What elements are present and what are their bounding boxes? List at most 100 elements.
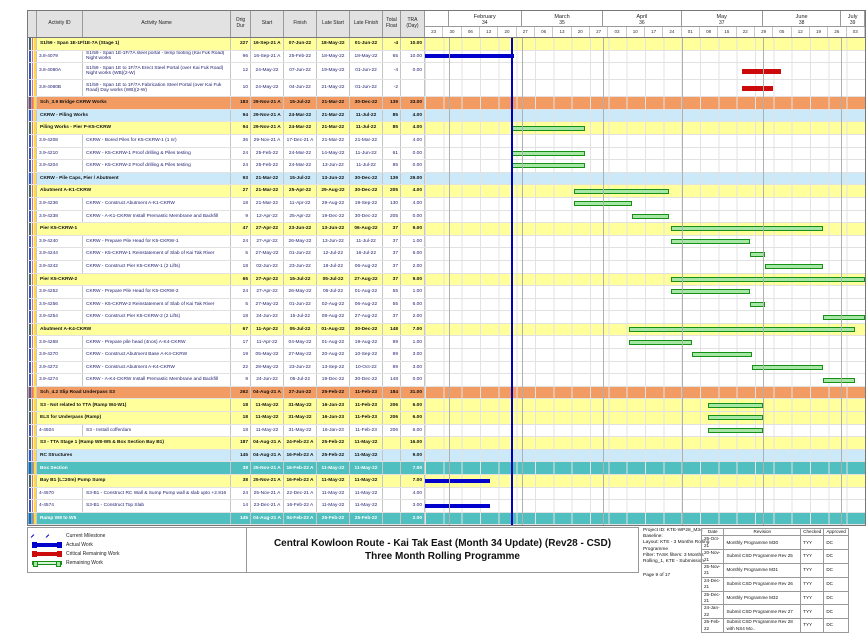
- revision-cell: 25-Dec-21: [700, 590, 725, 606]
- row-timeline: [425, 323, 865, 336]
- band-strip: [29, 475, 31, 487]
- cell-tf: 37: [383, 248, 401, 260]
- gantt-bar-remaining: [671, 289, 750, 295]
- cell-st: 29-Nov-21 A: [251, 109, 284, 122]
- row-timeline: [425, 374, 865, 386]
- cell-tra: 7.00: [401, 323, 425, 336]
- project-info: Project ID: KTE-WP28_M34 Baseline: Layout:…: [643, 528, 719, 579]
- row-timeline: [425, 147, 865, 160]
- cell-fn: 04-May-22: [284, 336, 317, 349]
- band-strip: [29, 109, 31, 122]
- band-strip: [31, 475, 34, 487]
- cell-st: 16-Sep-21 A: [251, 38, 284, 50]
- cell-ls: 11-May-22: [317, 475, 350, 487]
- cell-id: 3.9-4236: [37, 197, 83, 210]
- cell-tf: [383, 462, 401, 474]
- cell-st: 16-Sep-21 A: [251, 50, 284, 63]
- cell-tra: 4.00: [401, 109, 425, 122]
- cell-ls: 05-Jul-22: [317, 273, 350, 286]
- table-row: 3.9-4252 CKRW - Prepare Pile Head for K5-…: [28, 286, 865, 299]
- revision-cell: 20-Nov-21: [700, 549, 725, 565]
- cell-tra: 10.00: [401, 38, 425, 50]
- band-strip: [29, 298, 31, 311]
- cell-fn: 27-May-22: [284, 349, 317, 361]
- cell-ls: 01-Aug-22: [317, 323, 350, 336]
- band-strip: [34, 298, 36, 311]
- month-header: February 34: [449, 11, 522, 27]
- month-name: May: [716, 14, 727, 21]
- revision-row: 25-Oct-21 Monthly Programme M30 TYY DC: [700, 535, 849, 551]
- cell-st: 29-Nov-21 A: [251, 97, 284, 109]
- cell-tra: 7.00: [401, 475, 425, 487]
- band-strip: [29, 512, 31, 525]
- cell-fn: 07-Jun-22: [284, 38, 317, 50]
- legend-bar: [32, 541, 62, 548]
- cell-fn: 05-Jul-22: [284, 323, 317, 336]
- cell-fn: 24-Mar-22: [284, 147, 317, 160]
- cell-name: CKRW - Construct Abutment A-K1-CKRW: [83, 197, 231, 210]
- cell-tra: 3.00: [401, 500, 425, 512]
- cell-ls: 20-Aug-22: [317, 349, 350, 361]
- cell-fn: 16-Feb-22 A: [284, 449, 317, 462]
- gantt-bar-remaining: [752, 364, 824, 370]
- band-strip: [34, 512, 36, 525]
- week-tick: 13: [553, 27, 572, 37]
- cell-fn: 26-May-22: [284, 286, 317, 298]
- cell-st: 11-May-22: [251, 424, 284, 437]
- cell-st: 29-Nov-21 A: [251, 122, 284, 134]
- wbs-band-strips: [28, 449, 37, 462]
- row-timeline: [425, 399, 865, 412]
- band-strip: [29, 399, 31, 412]
- cell-tf: 148: [383, 374, 401, 386]
- row-timeline: [425, 437, 865, 449]
- month-number: 35: [559, 20, 565, 27]
- band-strip: [29, 311, 31, 323]
- cell-od: 67: [231, 323, 251, 336]
- table-row: Piling Works - Pier P-K5-CKRW 94 29-Nov-21…: [28, 122, 865, 135]
- row-timeline: [425, 273, 865, 286]
- cell-od: 65: [231, 273, 251, 286]
- month-name: April: [636, 14, 648, 21]
- cell-tra: 4.00: [401, 487, 425, 500]
- band-strip: [34, 38, 36, 50]
- band-strip: [29, 197, 31, 210]
- cell-tra: 6.00: [401, 248, 425, 260]
- cell-tf: 89: [383, 361, 401, 374]
- month-number: 34: [481, 20, 488, 27]
- week-tick: 22: [737, 27, 755, 37]
- band-strip: [29, 273, 31, 286]
- cell-ls: 25-Feb-22: [317, 386, 350, 399]
- cell-lf: 01-Jun-22: [350, 38, 383, 50]
- cell-fn: 23-Jun-22: [284, 260, 317, 273]
- band-strip: [31, 361, 34, 374]
- gantt-bar-remaining: [671, 239, 750, 245]
- band-strip: [34, 210, 36, 223]
- row-timeline: [425, 50, 865, 63]
- month-header: April 36: [603, 11, 682, 27]
- cell-fn: 15-Jul-22: [284, 273, 317, 286]
- wbs-band-strips: [28, 122, 37, 134]
- revision-cell: TYY: [800, 590, 825, 606]
- cell-tra: 2.00: [401, 311, 425, 323]
- month-number: 38: [798, 20, 805, 27]
- programme-subtitle: Three Month Rolling Programme: [364, 551, 520, 562]
- revision-row: 24-Dec-21 Submit CSD Programme Rev 26 TYY D…: [700, 576, 849, 592]
- legend-bar: [32, 560, 62, 567]
- column-header-tf: Total Float: [383, 11, 401, 37]
- cell-od: 24: [231, 286, 251, 298]
- cell-st: 27-May-22: [251, 298, 284, 311]
- row-timeline: [425, 185, 865, 197]
- cell-lf: 11-Jun-22: [350, 147, 383, 160]
- cell-st: 27-Apr-22: [251, 235, 284, 248]
- table-row: 3.9-4272 CKRW - Construct Abutment A-K4-C…: [28, 361, 865, 375]
- gantt-bar-remaining: [749, 301, 766, 307]
- cell-lf: 19-Aug-22: [350, 336, 383, 349]
- cell-od: 96: [231, 50, 251, 63]
- row-timeline: [425, 386, 865, 399]
- band-strip: [29, 134, 31, 147]
- cell-lf: 06-Aug-22: [350, 260, 383, 273]
- cell-st: 27-Apr-22: [251, 273, 284, 286]
- cell-id: 3.9-4240: [37, 235, 83, 248]
- cell-ls: 11-May-22: [317, 462, 350, 474]
- cell-tra: 6.00: [401, 424, 425, 437]
